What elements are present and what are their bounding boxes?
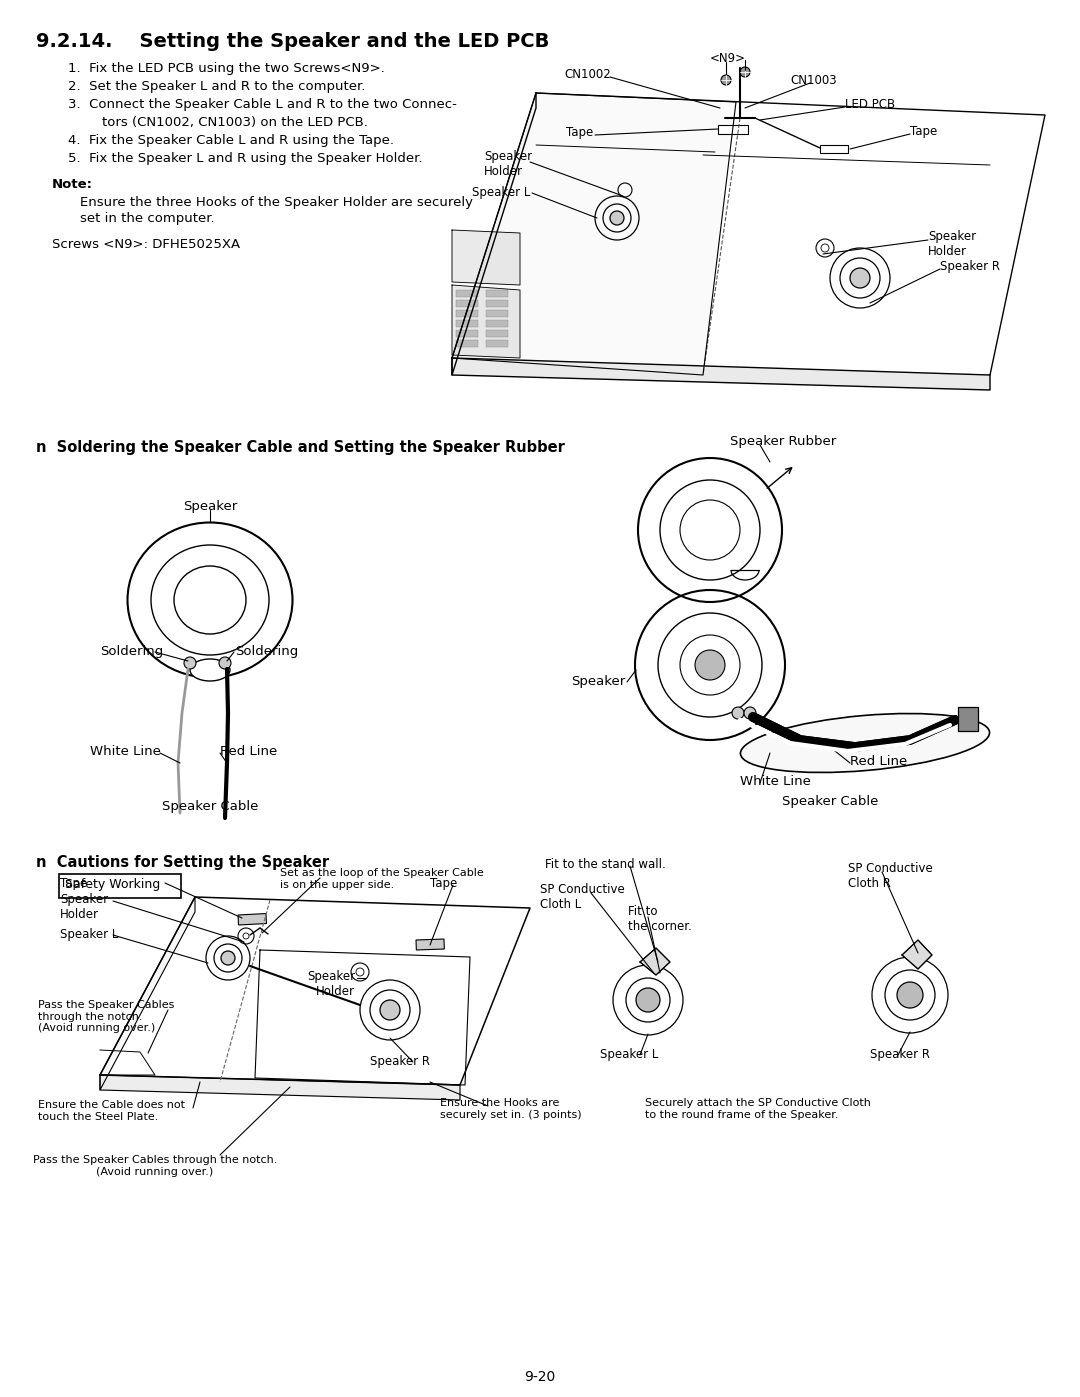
Bar (456, 339, 478, 346)
Polygon shape (640, 949, 670, 975)
Circle shape (850, 268, 870, 288)
Bar (456, 291, 478, 298)
Text: Speaker: Speaker (183, 500, 238, 513)
Text: Safety Working: Safety Working (65, 877, 160, 891)
Bar (238, 914, 267, 925)
Bar (820, 145, 848, 154)
Text: LED PCB: LED PCB (845, 98, 895, 110)
Polygon shape (453, 94, 735, 374)
Polygon shape (453, 358, 990, 390)
Text: Set as the loop of the Speaker Cable
is on the upper side.: Set as the loop of the Speaker Cable is … (280, 868, 484, 890)
Text: Ensure the three Hooks of the Speaker Holder are securely: Ensure the three Hooks of the Speaker Ho… (80, 196, 473, 210)
Circle shape (744, 707, 756, 719)
Text: White Line: White Line (740, 775, 811, 788)
Text: <N9>: <N9> (710, 52, 746, 66)
Text: Speaker L: Speaker L (472, 186, 530, 198)
Bar (456, 320, 478, 327)
Bar (456, 330, 478, 337)
Bar (718, 124, 748, 134)
Polygon shape (902, 940, 932, 970)
Text: Pass the Speaker Cables through the notch.
(Avoid running over.): Pass the Speaker Cables through the notc… (32, 1155, 278, 1176)
Bar (486, 330, 508, 337)
Text: 3.  Connect the Speaker Cable L and R to the two Connec-: 3. Connect the Speaker Cable L and R to … (68, 98, 457, 110)
Text: Tape: Tape (910, 124, 937, 138)
Text: Soldering: Soldering (100, 645, 163, 658)
Text: n  Cautions for Setting the Speaker: n Cautions for Setting the Speaker (36, 855, 329, 870)
Circle shape (897, 982, 923, 1009)
Text: Pass the Speaker Cables
through the notch.
(Avoid running over.): Pass the Speaker Cables through the notc… (38, 1000, 174, 1034)
Text: Speaker L: Speaker L (60, 928, 119, 942)
Circle shape (696, 650, 725, 680)
Text: Speaker Cable: Speaker Cable (782, 795, 878, 807)
Text: Tape: Tape (430, 877, 457, 890)
Polygon shape (453, 94, 536, 374)
Polygon shape (453, 231, 519, 285)
Text: Speaker L: Speaker L (600, 1048, 659, 1060)
Text: Note:: Note: (52, 177, 93, 191)
Text: SP Conductive
Cloth L: SP Conductive Cloth L (540, 883, 624, 911)
Text: Speaker Cable: Speaker Cable (162, 800, 258, 813)
Circle shape (740, 67, 750, 77)
Text: 9-20: 9-20 (525, 1370, 555, 1384)
Bar (486, 291, 508, 298)
Ellipse shape (741, 714, 989, 773)
Text: n  Soldering the Speaker Cable and Setting the Speaker Rubber: n Soldering the Speaker Cable and Settin… (36, 440, 565, 455)
Text: CN1002: CN1002 (564, 68, 611, 81)
Text: White Line: White Line (90, 745, 161, 759)
Polygon shape (100, 897, 195, 1090)
Text: Red Line: Red Line (220, 745, 278, 759)
Text: 2.  Set the Speaker L and R to the computer.: 2. Set the Speaker L and R to the comput… (68, 80, 365, 94)
Bar (486, 310, 508, 317)
Circle shape (721, 75, 731, 85)
Text: Fit to the stand wall.: Fit to the stand wall. (545, 858, 665, 870)
Text: Speaker
Holder: Speaker Holder (484, 149, 532, 177)
FancyBboxPatch shape (59, 875, 181, 898)
Circle shape (184, 657, 195, 669)
Text: Ensure the Cable does not
touch the Steel Plate.: Ensure the Cable does not touch the Stee… (38, 1099, 185, 1122)
Text: Speaker R: Speaker R (940, 260, 1000, 272)
Circle shape (732, 707, 744, 719)
Text: Screws <N9>: DFHE5025XA: Screws <N9>: DFHE5025XA (52, 237, 240, 251)
Text: 9.2.14.    Setting the Speaker and the LED PCB: 9.2.14. Setting the Speaker and the LED … (36, 32, 550, 52)
Polygon shape (453, 285, 519, 358)
Text: Speaker: Speaker (570, 675, 625, 687)
Text: set in the computer.: set in the computer. (80, 212, 215, 225)
Text: SP Conductive
Cloth R: SP Conductive Cloth R (848, 862, 933, 890)
Text: Fit to
the corner.: Fit to the corner. (627, 905, 692, 933)
Polygon shape (100, 1076, 460, 1099)
Bar (416, 939, 444, 950)
Circle shape (221, 951, 235, 965)
Text: Speaker
Holder: Speaker Holder (307, 970, 355, 997)
Text: CN1003: CN1003 (789, 74, 837, 87)
Text: Tape: Tape (566, 126, 593, 138)
Text: Speaker
Holder: Speaker Holder (60, 893, 108, 921)
Text: Soldering: Soldering (235, 645, 298, 658)
Text: Speaker Rubber: Speaker Rubber (730, 434, 836, 448)
Circle shape (636, 988, 660, 1011)
Text: Red Line: Red Line (850, 754, 907, 768)
Bar (456, 310, 478, 317)
Text: tors (CN1002, CN1003) on the LED PCB.: tors (CN1002, CN1003) on the LED PCB. (68, 116, 368, 129)
Text: Tape: Tape (60, 877, 87, 890)
Bar (456, 300, 478, 307)
Text: Ensure the Hooks are
securely set in. (3 points): Ensure the Hooks are securely set in. (3… (440, 1098, 582, 1119)
Text: Speaker R: Speaker R (870, 1048, 930, 1060)
Bar (958, 707, 978, 731)
Circle shape (219, 657, 231, 669)
Text: 1.  Fix the LED PCB using the two Screws<N9>.: 1. Fix the LED PCB using the two Screws<… (68, 61, 384, 75)
Text: 5.  Fix the Speaker L and R using the Speaker Holder.: 5. Fix the Speaker L and R using the Spe… (68, 152, 422, 165)
Text: Securely attach the SP Conductive Cloth
to the round frame of the Speaker.: Securely attach the SP Conductive Cloth … (645, 1098, 870, 1119)
Ellipse shape (190, 659, 230, 680)
Text: Speaker R: Speaker R (370, 1055, 430, 1067)
Circle shape (380, 1000, 400, 1020)
Bar (486, 320, 508, 327)
Text: Speaker
Holder: Speaker Holder (928, 231, 976, 258)
Text: 4.  Fix the Speaker Cable L and R using the Tape.: 4. Fix the Speaker Cable L and R using t… (68, 134, 394, 147)
Bar (486, 339, 508, 346)
Circle shape (610, 211, 624, 225)
Bar (486, 300, 508, 307)
